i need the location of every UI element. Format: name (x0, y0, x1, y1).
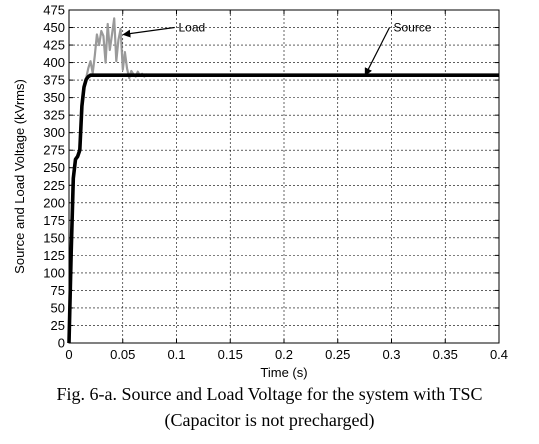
y-tick-label: 425 (43, 38, 65, 53)
ticks: 0 0.05 0.1 0.15 0.2 0.25 0.3 0.35 0.402550751001… (43, 3, 508, 363)
y-tick-label: 200 (43, 195, 65, 210)
y-tick-label: 275 (43, 143, 65, 158)
x-tick-label: 0.4 (490, 347, 508, 362)
annotation-arrow-load (122, 26, 175, 38)
y-tick-label: 300 (43, 125, 65, 140)
y-tick-label: 475 (43, 3, 65, 18)
y-tick-label: 0 (58, 336, 65, 351)
annotation-source: Source (394, 21, 432, 35)
y-tick-label: 325 (43, 108, 65, 123)
y-tick-label: 50 (51, 300, 65, 315)
x-tick-label: 0 (65, 347, 72, 362)
x-tick-label: 0.05 (110, 347, 135, 362)
x-tick-label: 0.15 (218, 347, 243, 362)
series-layer (67, 17, 499, 344)
y-tick-label: 225 (43, 178, 65, 193)
y-tick-label: 375 (43, 73, 65, 88)
voltage-chart: 0 0.05 0.1 0.15 0.2 0.25 0.3 0.35 0.402550751001… (12, 3, 508, 381)
y-tick-label: 450 (43, 20, 65, 35)
y-tick-label: 75 (51, 283, 65, 298)
figure-caption-line2: (Capacitor is not precharged) (164, 410, 375, 430)
y-tick-label: 350 (43, 90, 65, 105)
x-tick-label: 0.3 (382, 347, 400, 362)
y-tick-label: 250 (43, 160, 65, 175)
y-axis-title: Source and Load Voltage (kVrms) (12, 79, 27, 274)
series-line-source (67, 73, 499, 344)
y-tick-label: 400 (43, 55, 65, 70)
x-tick-label: 0.2 (275, 347, 293, 362)
annotation-arrow-source (364, 27, 391, 77)
y-tick-label: 25 (51, 318, 65, 333)
x-axis-title: Time (s) (260, 365, 307, 380)
y-tick-label: 125 (43, 248, 65, 263)
y-tick-label: 175 (43, 213, 65, 228)
grid (69, 10, 499, 343)
annotations: Load Source (122, 21, 432, 77)
x-tick-label: 0.25 (325, 347, 350, 362)
y-tick-label: 150 (43, 230, 65, 245)
annotation-load: Load (179, 21, 206, 35)
y-tick-label: 100 (43, 265, 65, 280)
x-tick-label: 0.35 (433, 347, 458, 362)
figure-caption-line1: Fig. 6-a. Source and Load Voltage for th… (56, 384, 483, 404)
x-tick-label: 0.1 (167, 347, 185, 362)
